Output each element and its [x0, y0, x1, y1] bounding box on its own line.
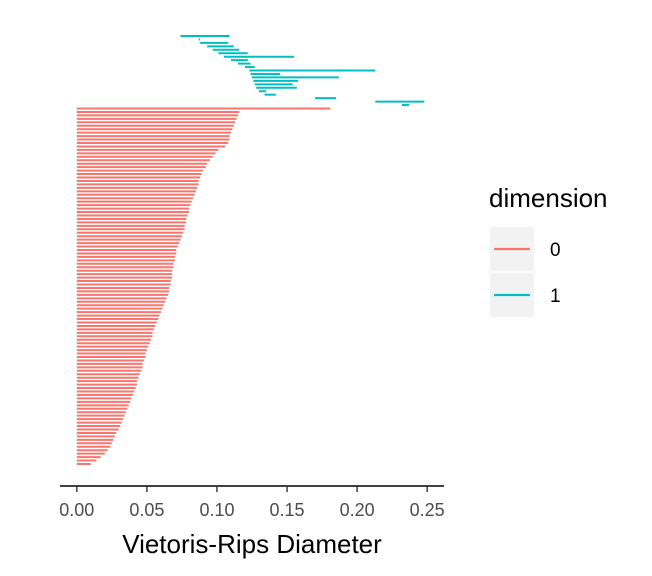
legend-title: dimension: [489, 183, 608, 213]
x-tick-label: 0.00: [59, 500, 94, 520]
x-tick-label: 0.15: [270, 500, 305, 520]
x-tick-label: 0.10: [199, 500, 234, 520]
x-tick-label: 0.05: [129, 500, 164, 520]
x-tick-label: 0.20: [340, 500, 375, 520]
x-tick-label: 0.25: [410, 500, 445, 520]
dimension-0-bars: [76, 107, 331, 465]
dimension-1-bars: [180, 35, 425, 107]
legend-entry-1: 1: [490, 273, 561, 317]
legend: dimension 0 1: [489, 183, 608, 317]
legend-label-0: 0: [550, 240, 561, 261]
legend-label-1: 1: [550, 286, 561, 307]
legend-entry-0: 0: [490, 227, 561, 271]
x-axis-ticks: 0.00 0.05 0.10 0.15 0.20 0.25: [59, 486, 445, 520]
x-axis-title: Vietoris-Rips Diameter: [122, 529, 382, 559]
